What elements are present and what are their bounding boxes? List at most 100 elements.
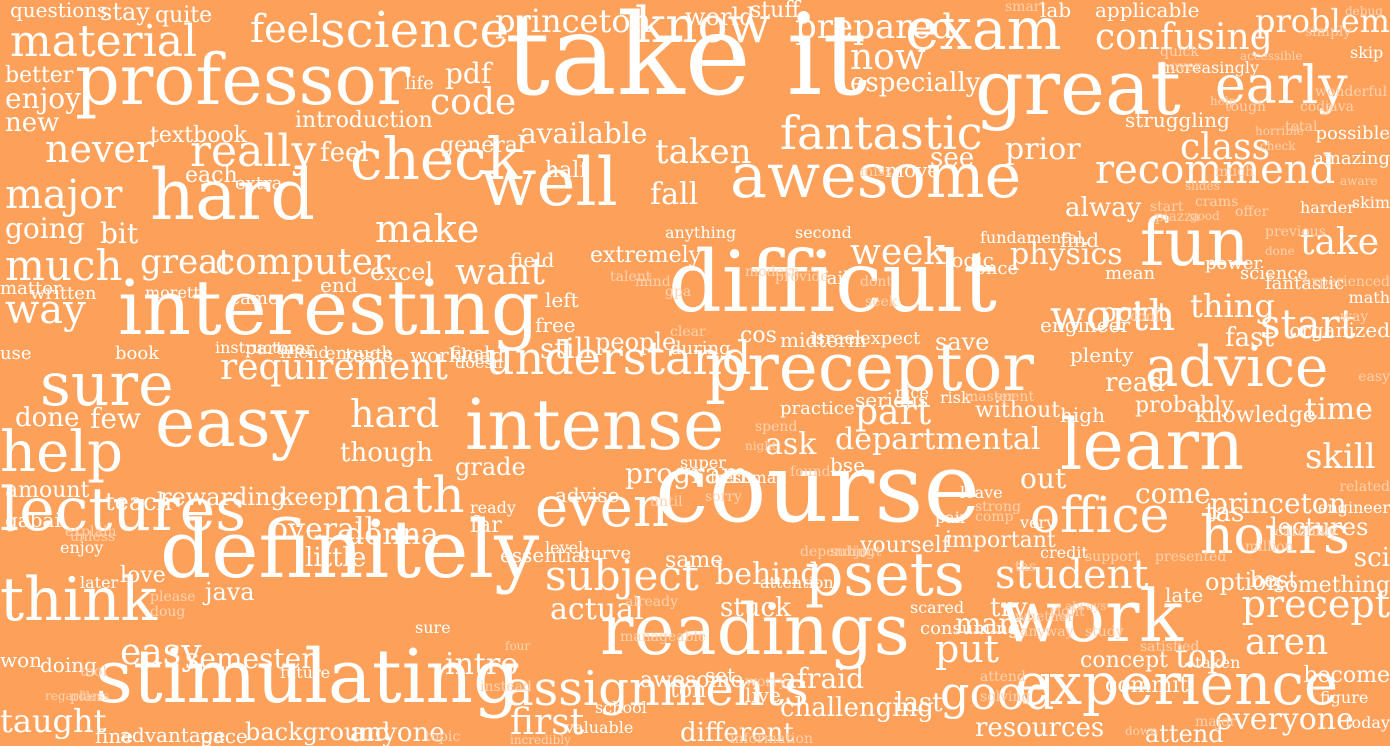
- cloud-word: teach: [105, 488, 173, 516]
- cloud-word: matter: [0, 278, 62, 299]
- cloud-word: overall: [270, 512, 375, 547]
- cloud-word: semester: [185, 642, 315, 675]
- cloud-word: requirement: [220, 347, 448, 388]
- cloud-word: sure: [415, 618, 451, 637]
- cloud-word: part: [855, 392, 932, 433]
- cloud-word: miss: [860, 164, 893, 180]
- cloud-word: always: [1065, 599, 1107, 613]
- cloud-word: pair: [935, 508, 968, 527]
- cloud-word: increasingly: [1160, 58, 1260, 77]
- cloud-word: attend: [980, 669, 1026, 685]
- cloud-word: wonderful: [1315, 84, 1388, 100]
- cloud-word: down: [1125, 724, 1158, 738]
- cloud-word: expect: [860, 328, 921, 349]
- cloud-word: carefully: [1275, 524, 1338, 540]
- cloud-word: yourself: [860, 533, 950, 558]
- cloud-word: grade: [455, 453, 526, 481]
- cloud-word: israel: [810, 328, 861, 349]
- cloud-word: want: [455, 252, 545, 293]
- cloud-word: computer: [215, 242, 391, 283]
- cloud-word: time: [1305, 392, 1373, 427]
- cloud-word: anything: [665, 223, 737, 242]
- cloud-word: spent: [995, 389, 1035, 405]
- cloud-word: each: [185, 163, 238, 188]
- cloud-word: difficult: [668, 233, 997, 331]
- cloud-word: figure: [1320, 688, 1369, 707]
- cloud-word: departmental: [835, 422, 1041, 457]
- cloud-word: accessible: [1240, 49, 1303, 63]
- cloud-word: four: [505, 639, 531, 653]
- cloud-word: lectures: [1270, 513, 1369, 541]
- cloud-word: slides: [1185, 179, 1220, 193]
- cloud-word: previous: [1265, 224, 1326, 240]
- cloud-word: make: [375, 207, 480, 251]
- cloud-word: horrible: [1255, 124, 1304, 138]
- cloud-word: best: [1250, 568, 1298, 593]
- cloud-word: leave: [960, 483, 1003, 502]
- cloud-word: sure: [40, 350, 174, 420]
- cloud-word: solving: [980, 689, 1031, 705]
- cloud-word: see: [930, 143, 975, 173]
- cloud-word: same: [665, 548, 724, 573]
- cloud-word: explain: [65, 524, 117, 540]
- cloud-word: late: [1165, 583, 1204, 607]
- cloud-word: code: [430, 82, 517, 123]
- cloud-word: second: [795, 223, 852, 242]
- cloud-word: instead: [480, 679, 532, 695]
- cloud-word: consuming: [920, 618, 1020, 639]
- cloud-word: stay: [100, 0, 150, 26]
- cloud-word: tas: [1015, 559, 1037, 575]
- cloud-word: stuck: [720, 593, 791, 623]
- cloud-word: comp: [975, 509, 1014, 525]
- cloud-word: amount: [5, 478, 90, 503]
- cloud-word: great: [140, 242, 233, 282]
- cloud-word: advantage: [120, 723, 226, 746]
- cloud-word: start: [1260, 302, 1356, 348]
- cloud-word: information: [730, 731, 813, 746]
- cloud-word: piazza: [1155, 209, 1200, 225]
- cloud-word: logic: [945, 248, 994, 272]
- cloud-word: clear: [670, 324, 706, 340]
- cloud-word: experienced: [1303, 274, 1390, 290]
- cloud-word: final: [450, 343, 491, 364]
- cloud-word: support: [1085, 549, 1140, 565]
- cloud-word: ton: [670, 678, 707, 703]
- cloud-word: java: [205, 578, 255, 606]
- cloud-word: depending: [800, 544, 875, 560]
- cloud-word: donna: [345, 517, 439, 552]
- cloud-word: knowledge: [1195, 403, 1316, 428]
- cloud-word: taken: [655, 132, 752, 172]
- cloud-word: book: [115, 343, 160, 364]
- cloud-word: subject: [545, 551, 699, 600]
- cloud-word: doug: [150, 604, 186, 620]
- cloud-word: over: [1170, 59, 1202, 75]
- cloud-word: class: [1180, 127, 1271, 168]
- cloud-word: enjoy: [60, 538, 104, 557]
- cloud-word: people: [595, 328, 677, 356]
- cloud-word: fine: [95, 724, 134, 746]
- cloud-word: check: [1260, 139, 1296, 153]
- cloud-word: attention: [760, 573, 834, 592]
- cloud-word: definitely: [160, 503, 540, 596]
- cloud-word: nice: [895, 383, 929, 402]
- cloud-word: student: [995, 552, 1149, 598]
- cloud-word: different: [680, 718, 794, 746]
- cloud-word: until: [650, 494, 683, 510]
- cloud-word: fantastic: [1265, 273, 1345, 294]
- cloud-word: awesome: [640, 668, 744, 693]
- cloud-word: commit: [1105, 673, 1189, 698]
- cloud-word: later: [80, 573, 119, 592]
- cloud-word: readings: [600, 589, 910, 671]
- cloud-word: quite: [155, 3, 213, 28]
- cloud-word: bse: [830, 453, 865, 477]
- cloud-word: easy: [1358, 369, 1390, 385]
- cloud-word: prepared: [795, 7, 954, 47]
- cloud-word: way: [1340, 309, 1369, 325]
- cloud-word: today: [1345, 713, 1390, 732]
- cloud-word: read: [1105, 368, 1165, 398]
- cloud-word: worry: [745, 674, 787, 690]
- cloud-word: field: [510, 248, 555, 272]
- cloud-word: excel: [370, 258, 434, 286]
- cloud-word: major: [1195, 714, 1237, 730]
- cloud-word: use: [0, 343, 32, 364]
